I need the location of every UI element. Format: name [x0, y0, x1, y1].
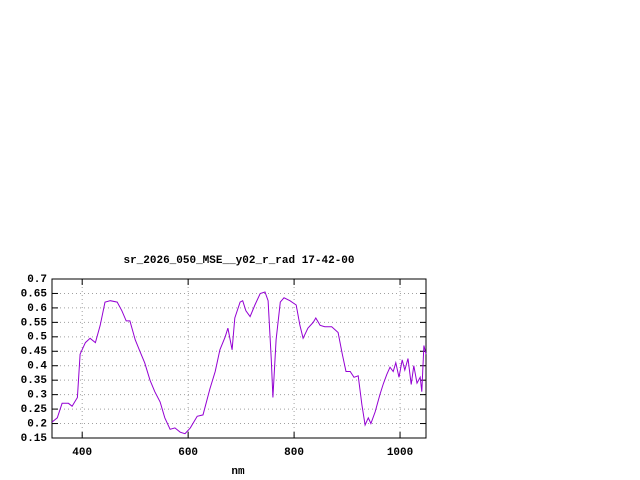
y-tick-label: 0.2: [27, 418, 47, 430]
x-tick-label: 400: [72, 447, 92, 459]
y-tick-label: 0.6: [27, 303, 47, 315]
x-tick-label: 600: [178, 447, 198, 459]
y-tick-label: 0.5: [27, 332, 47, 344]
x-tick-label: 800: [284, 447, 304, 459]
y-tick-label: 0.45: [21, 346, 48, 358]
x-tick-label: 1000: [387, 447, 413, 459]
y-tick-label: 0.55: [21, 317, 48, 329]
plot-frame: [51, 278, 427, 439]
y-tick-label: 0.3: [27, 390, 47, 402]
x-axis-label: nm: [231, 466, 245, 478]
y-tick-label: 0.4: [27, 361, 47, 373]
y-tick-label: 0.25: [21, 404, 48, 416]
y-tick-label: 0.7: [27, 274, 47, 286]
y-tick-label: 0.15: [21, 433, 48, 445]
y-tick-label: 0.35: [21, 375, 48, 387]
chart-title: sr_2026_050_MSE__y02_r_rad 17-42-00: [123, 255, 354, 267]
y-tick-label: 0.65: [21, 288, 48, 300]
data-line: [51, 291, 427, 435]
